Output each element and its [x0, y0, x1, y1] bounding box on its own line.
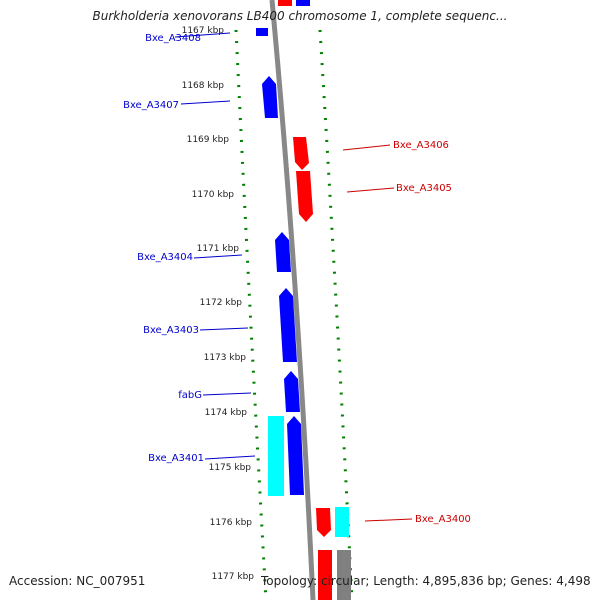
leader-bxe-a3405 — [346, 187, 395, 193]
label-bxe-a3403[interactable]: Bxe_A3403 — [143, 325, 199, 336]
label-bxe-a3408[interactable]: Bxe_A3408 — [145, 33, 201, 44]
ruler-1171: 1171 kbp — [197, 244, 240, 254]
ruler-1173: 1173 kbp — [204, 353, 247, 363]
ruler-1168: 1168 kbp — [182, 81, 225, 91]
ruler-1175: 1175 kbp — [209, 463, 252, 473]
map-title: Burkholderia xenovorans LB400 chromosome… — [92, 9, 508, 23]
ruler-1169: 1169 kbp — [187, 135, 230, 145]
gene-bxe-a3406-shape[interactable] — [293, 137, 309, 170]
label-bxe-a3405[interactable]: Bxe_A3405 — [396, 183, 452, 194]
gene-bottom-other-shape — [337, 550, 351, 600]
feature-top-forward — [256, 28, 268, 36]
leader-bxe-a3407 — [180, 100, 231, 105]
backbone-arc — [269, 0, 316, 600]
ruler-1174: 1174 kbp — [205, 408, 248, 418]
label-bxe-a3407[interactable]: Bxe_A3407 — [123, 100, 179, 111]
leader-bxe-a3400 — [364, 518, 413, 522]
ruler-1176: 1176 kbp — [210, 518, 253, 528]
gene-fabg-shape[interactable] — [284, 371, 300, 412]
ruler-1172: 1172 kbp — [200, 298, 243, 308]
gene-rna-2-shape[interactable] — [335, 507, 349, 537]
leader-fabg — [202, 392, 252, 396]
gene-bxe-a3401-shape[interactable] — [287, 416, 304, 495]
label-bxe-a3406[interactable]: Bxe_A3406 — [393, 140, 449, 151]
label-fabg[interactable]: fabG — [178, 390, 202, 401]
label-bxe-a3400[interactable]: Bxe_A3400 — [415, 514, 471, 525]
ruler-1170: 1170 kbp — [192, 190, 235, 200]
ruler-1167: 1167 kbp — [182, 26, 225, 36]
label-bxe-a3401[interactable]: Bxe_A3401 — [148, 453, 204, 464]
gene-bxe-a3407-shape[interactable] — [262, 76, 278, 118]
gene-bxe-a3403-shape[interactable] — [279, 288, 297, 362]
label-bxe-a3404[interactable]: Bxe_A3404 — [137, 252, 193, 263]
feature-top-forward-2 — [296, 0, 310, 6]
ruler-1177: 1177 kbp — [212, 572, 255, 582]
accession-text: Accession: NC_007951 — [9, 574, 146, 588]
gene-bxe-a3400-shape[interactable] — [316, 508, 331, 537]
leader-bxe-a3403 — [199, 327, 249, 331]
gene-bxe-a3404-shape[interactable] — [275, 232, 291, 272]
gc-content-track — [234, 29, 268, 600]
gene-bottom-reverse-shape — [318, 550, 332, 600]
feature-top-reverse-1 — [278, 0, 292, 6]
leader-bxe-a3401 — [204, 455, 256, 460]
leader-bxe-a3408 — [174, 32, 231, 38]
leader-bxe-a3404 — [193, 254, 243, 259]
gene-bxe-a3405-shape[interactable] — [296, 171, 313, 222]
leader-bxe-a3406 — [342, 144, 391, 151]
gene-rna-shape[interactable] — [268, 416, 284, 496]
topology-text: Topology: circular; Length: 4,895,836 bp… — [261, 574, 591, 588]
